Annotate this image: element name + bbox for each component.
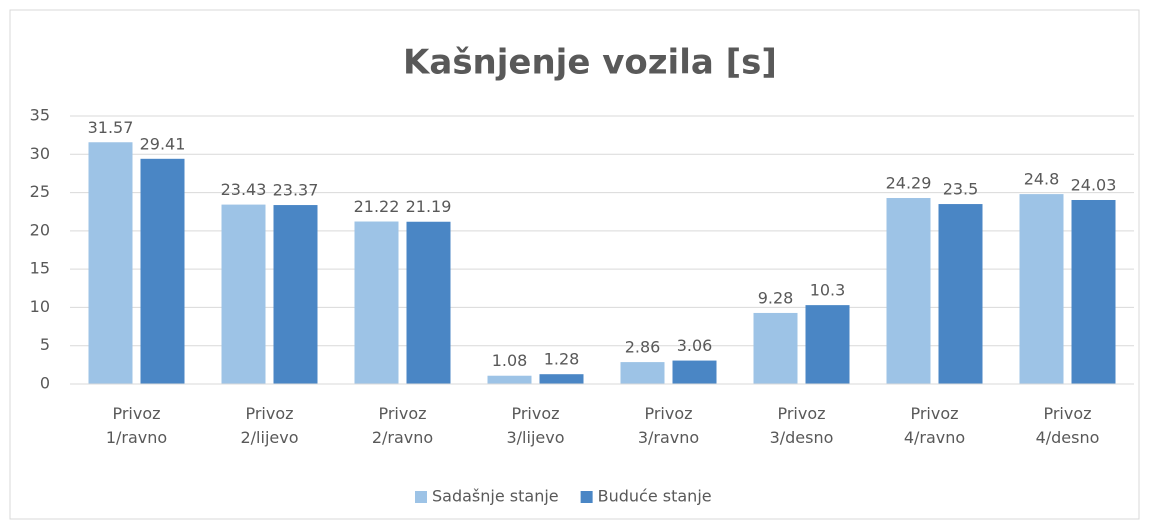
x-tick-line: Privoz — [910, 404, 958, 423]
y-tick-label: 15 — [30, 259, 50, 278]
x-tick-line: 2/lijevo — [240, 428, 298, 447]
data-label: 23.43 — [221, 180, 267, 199]
legend-label: Sadašnje stanje — [432, 487, 559, 506]
x-tick-line: 1/ravno — [106, 428, 167, 447]
data-label: 24.03 — [1071, 175, 1117, 194]
data-label: 1.28 — [544, 350, 580, 369]
bar — [938, 204, 983, 384]
x-tick-line: Privoz — [777, 404, 825, 423]
data-label: 1.08 — [492, 351, 528, 370]
x-tick-line: 4/desno — [1036, 428, 1100, 447]
bar — [805, 305, 850, 384]
x-tick-line: Privoz — [644, 404, 692, 423]
data-label: 23.37 — [273, 181, 319, 200]
data-label: 24.8 — [1024, 170, 1060, 189]
data-label: 21.22 — [354, 197, 400, 216]
x-tick-label: Privoz 3/lijevo — [506, 404, 564, 447]
bar — [354, 221, 399, 384]
chart-title: Kašnjenje vozila [s] — [403, 43, 777, 83]
y-tick-label: 35 — [30, 106, 50, 125]
bar — [1019, 194, 1064, 384]
bar — [273, 205, 318, 384]
data-label: 2.86 — [625, 338, 661, 357]
x-tick-label: Privoz 3/ravno — [638, 404, 699, 447]
data-label: 9.28 — [758, 288, 794, 307]
bar — [140, 158, 185, 384]
x-tick-label: Privoz 1/ravno — [106, 404, 167, 447]
data-label: 29.41 — [140, 134, 186, 153]
x-tick-label: Privoz 3/desno — [770, 404, 834, 447]
x-tick-line: Privoz — [112, 404, 160, 423]
x-tick-label: Privoz 4/ravno — [904, 404, 965, 447]
data-label: 31.57 — [88, 118, 134, 137]
bar — [1071, 199, 1116, 384]
data-label: 23.5 — [943, 180, 979, 199]
x-tick-line: Privoz — [511, 404, 559, 423]
x-tick-label: Privoz 4/desno — [1036, 404, 1100, 447]
y-tick-label: 25 — [30, 182, 50, 201]
bar — [620, 362, 665, 384]
x-tick-line: Privoz — [378, 404, 426, 423]
legend-swatch — [580, 491, 593, 503]
y-tick-label: 0 — [40, 374, 50, 393]
x-tick-line: 2/ravno — [372, 428, 433, 447]
y-tick-label: 30 — [30, 144, 50, 163]
data-label: 21.19 — [406, 197, 452, 216]
bar — [886, 198, 931, 384]
bar — [406, 221, 451, 384]
y-tick-label: 20 — [30, 220, 50, 239]
legend-label: Buduće stanje — [598, 487, 712, 506]
x-tick-line: 4/ravno — [904, 428, 965, 447]
data-label: 3.06 — [677, 336, 713, 355]
x-tick-line: 3/desno — [770, 428, 834, 447]
x-tick-line: Privoz — [245, 404, 293, 423]
x-tick-label: Privoz 2/lijevo — [240, 404, 298, 447]
data-label: 10.3 — [810, 281, 846, 300]
bar — [221, 204, 266, 384]
y-tick-label: 10 — [30, 297, 50, 316]
bar — [88, 142, 133, 384]
data-label: 24.29 — [886, 174, 932, 193]
x-tick-line: Privoz — [1043, 404, 1091, 423]
x-tick-label: Privoz 2/ravno — [372, 404, 433, 447]
y-tick-label: 5 — [40, 335, 50, 354]
bar — [672, 360, 717, 384]
x-tick-line: 3/ravno — [638, 428, 699, 447]
x-tick-line: 3/lijevo — [506, 428, 564, 447]
legend-swatch — [415, 491, 427, 503]
bar — [487, 375, 532, 384]
bar — [753, 312, 798, 384]
bar — [539, 374, 584, 384]
